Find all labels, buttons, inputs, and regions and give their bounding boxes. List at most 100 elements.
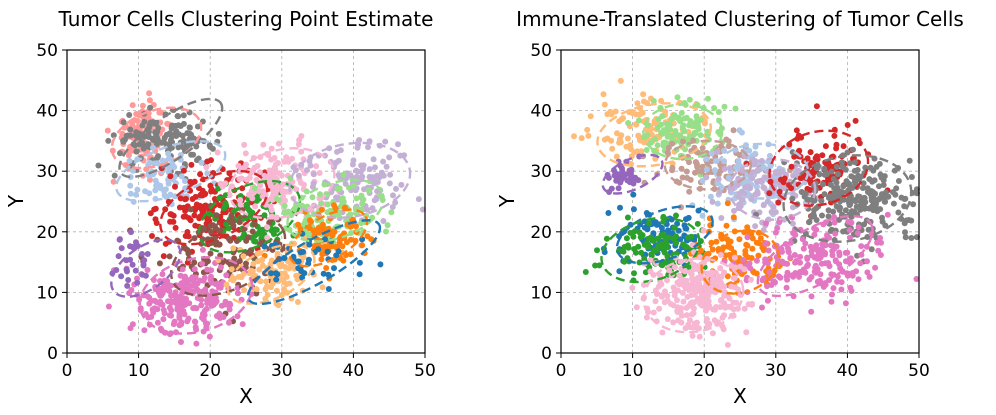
left-data-point bbox=[206, 142, 213, 149]
left-data-point bbox=[167, 173, 174, 180]
right-data-point bbox=[690, 276, 696, 283]
left-data-point bbox=[383, 228, 389, 235]
right-data-point bbox=[730, 306, 737, 313]
left-data-point bbox=[261, 243, 268, 250]
left-data-point bbox=[202, 202, 209, 209]
left-data-point bbox=[139, 102, 146, 109]
left-data-point bbox=[318, 206, 325, 213]
right-data-point bbox=[683, 312, 690, 319]
left-data-point bbox=[146, 122, 153, 129]
left-data-point bbox=[198, 296, 205, 303]
left-data-point bbox=[346, 184, 352, 191]
left-data-point bbox=[192, 274, 199, 281]
left-data-point bbox=[331, 265, 337, 272]
right-data-point bbox=[880, 182, 887, 188]
left-data-point bbox=[207, 223, 214, 229]
right-data-point bbox=[737, 190, 744, 197]
left-data-point bbox=[186, 124, 193, 131]
right-data-point bbox=[772, 170, 779, 177]
left-data-point bbox=[144, 267, 151, 273]
right-data-point bbox=[594, 247, 600, 254]
left-data-point bbox=[356, 271, 363, 278]
left-data-point bbox=[127, 174, 134, 180]
right-data-point bbox=[715, 176, 722, 183]
right-data-point bbox=[613, 153, 620, 160]
right-data-point bbox=[814, 255, 821, 262]
right-data-point bbox=[822, 143, 829, 150]
left-data-point bbox=[126, 157, 133, 164]
left-data-point bbox=[339, 243, 346, 250]
right-data-point bbox=[683, 244, 690, 251]
left-data-point bbox=[264, 291, 271, 298]
right-data-point bbox=[641, 255, 648, 262]
left-data-point bbox=[268, 270, 274, 277]
right-data-point bbox=[582, 269, 589, 275]
left-data-point bbox=[393, 185, 399, 192]
right-data-point bbox=[866, 273, 873, 280]
left-data-point bbox=[234, 313, 241, 320]
right-data-point bbox=[743, 241, 750, 248]
left-data-point bbox=[204, 266, 211, 273]
right-data-point bbox=[652, 287, 659, 294]
right-data-point bbox=[824, 232, 830, 239]
right-data-point bbox=[658, 121, 664, 128]
right-data-point bbox=[784, 260, 791, 267]
right-data-point bbox=[752, 223, 759, 230]
left-data-point bbox=[161, 310, 168, 317]
right-data-point bbox=[867, 204, 874, 211]
right-data-point bbox=[833, 258, 839, 265]
left-data-point bbox=[274, 250, 281, 257]
right-data-point bbox=[731, 254, 738, 261]
right-data-point bbox=[726, 165, 733, 172]
left-data-point bbox=[306, 233, 313, 240]
right-data-point bbox=[655, 242, 661, 249]
left-data-point bbox=[231, 255, 238, 262]
left-data-point bbox=[169, 161, 176, 168]
left-data-point bbox=[319, 251, 326, 258]
right-data-point bbox=[731, 275, 738, 282]
right-data-point bbox=[890, 200, 897, 207]
left-data-point bbox=[347, 251, 354, 258]
left-data-point bbox=[163, 131, 170, 138]
right-data-point bbox=[811, 207, 818, 213]
right-data-point bbox=[673, 212, 679, 219]
right-data-point bbox=[731, 207, 737, 214]
right-data-point bbox=[627, 229, 634, 236]
right-data-point bbox=[813, 217, 820, 223]
right-data-point bbox=[683, 168, 690, 175]
right-data-point bbox=[797, 175, 804, 182]
right-data-point bbox=[669, 140, 676, 147]
right-data-point bbox=[864, 189, 871, 195]
right-data-point bbox=[680, 298, 687, 305]
left-data-point bbox=[249, 167, 256, 174]
left-data-point bbox=[180, 299, 187, 306]
right-data-point bbox=[831, 132, 838, 139]
right-data-point bbox=[901, 220, 908, 227]
right-y-tick-label: 0 bbox=[541, 344, 552, 364]
left-data-point bbox=[127, 182, 134, 189]
left-data-point bbox=[172, 224, 179, 231]
right-data-point bbox=[717, 265, 724, 272]
right-data-point bbox=[849, 269, 856, 276]
left-data-point bbox=[261, 212, 268, 219]
left-data-point bbox=[253, 290, 260, 297]
left-data-point bbox=[110, 132, 117, 139]
right-data-point bbox=[868, 246, 875, 253]
right-data-point bbox=[747, 185, 754, 192]
left-data-point bbox=[255, 258, 262, 265]
right-data-point bbox=[686, 188, 693, 195]
right-data-point bbox=[675, 115, 682, 122]
right-data-point bbox=[646, 220, 653, 227]
left-data-point bbox=[182, 178, 188, 185]
right-data-point bbox=[671, 264, 678, 271]
left-data-point bbox=[335, 157, 342, 164]
left-grid bbox=[66, 49, 426, 354]
right-data-point bbox=[631, 149, 638, 156]
right-data-point bbox=[617, 204, 623, 211]
right-data-point bbox=[665, 234, 672, 241]
right-data-point bbox=[864, 269, 871, 276]
left-data-point bbox=[206, 293, 213, 300]
left-data-point bbox=[275, 140, 282, 147]
right-data-point bbox=[799, 236, 806, 243]
left-data-point bbox=[272, 226, 279, 233]
